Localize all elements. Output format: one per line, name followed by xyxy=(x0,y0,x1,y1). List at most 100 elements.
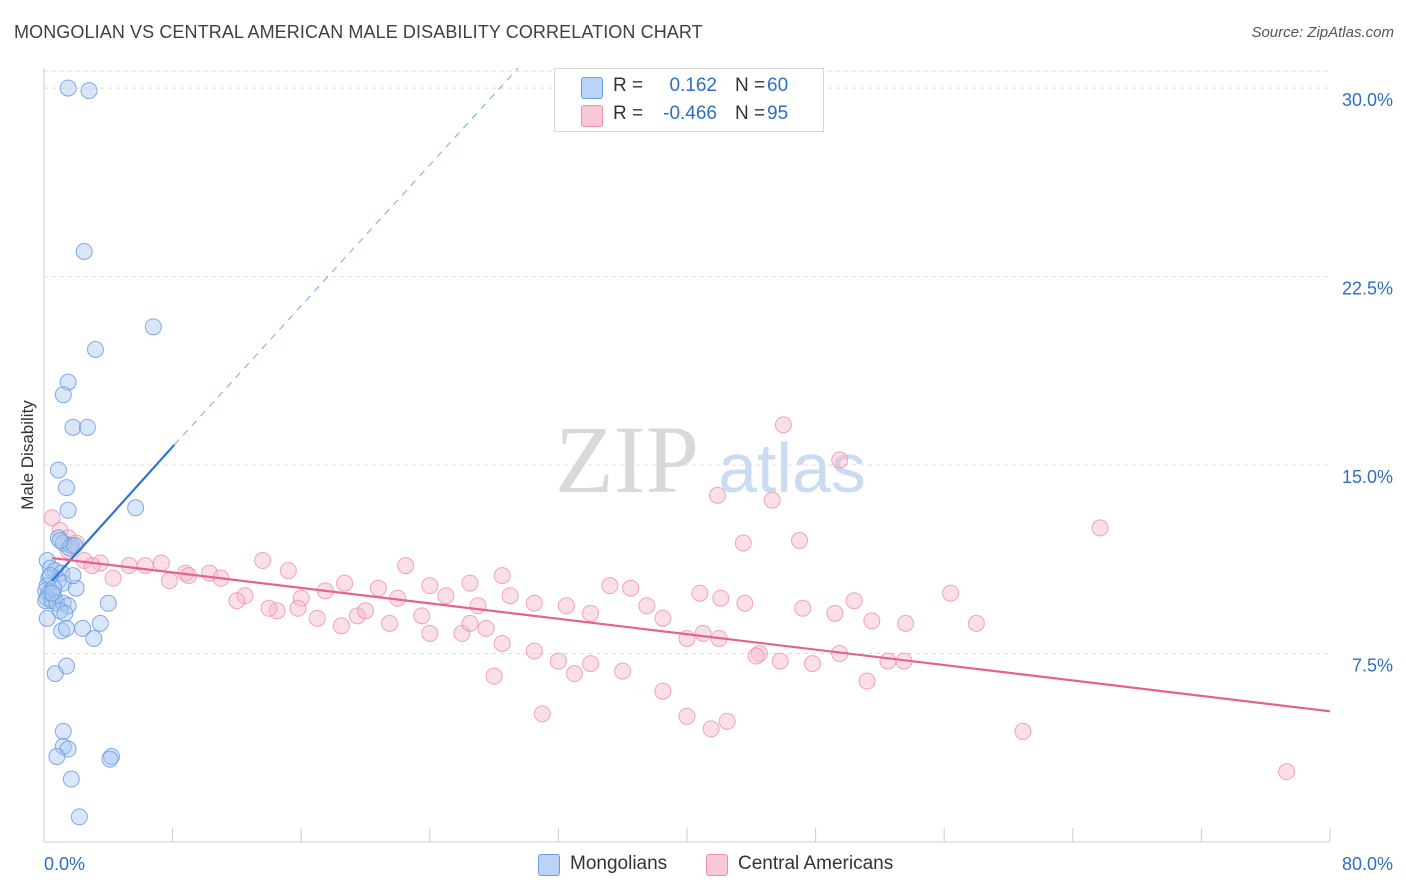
legend-mongolians-label: Mongolians xyxy=(570,853,668,874)
axes xyxy=(43,68,1331,843)
central-american-point xyxy=(845,592,863,610)
central-american-point xyxy=(771,652,789,670)
legend-row-mongolians: R = 0.162 N = 60 xyxy=(555,72,823,100)
central-american-point xyxy=(549,652,567,670)
grid-lines xyxy=(44,70,1330,655)
central-american-point xyxy=(533,705,551,723)
mongolian-point xyxy=(99,594,117,612)
central-american-point xyxy=(694,624,712,642)
mongolian-point xyxy=(103,748,121,766)
n-value: 95 xyxy=(767,103,789,124)
central-american-point xyxy=(654,682,672,700)
mongolian-point xyxy=(144,318,162,336)
mongolian-point xyxy=(64,418,82,436)
mongolians-swatch xyxy=(538,854,560,876)
y-tick-label: 22.5% xyxy=(1342,279,1393,299)
central-american-point xyxy=(831,451,849,469)
central-american-point xyxy=(104,569,122,587)
central-american-point xyxy=(381,614,399,632)
central-american-point xyxy=(826,604,844,622)
mongolian-point xyxy=(59,79,77,97)
mongolian-point xyxy=(64,567,82,585)
mongolian-point xyxy=(38,589,56,607)
central-american-point xyxy=(413,607,431,625)
central-american-point xyxy=(879,652,897,670)
mongolian-point xyxy=(86,340,104,358)
mongolian-point xyxy=(101,750,119,768)
mongolian-point xyxy=(62,770,80,788)
mongolians-trend-extension xyxy=(173,67,519,446)
central-american-point xyxy=(582,604,600,622)
central-american-point xyxy=(557,597,575,615)
r-label: R = xyxy=(613,75,644,96)
central-americans-swatch xyxy=(706,854,728,876)
mongolian-point xyxy=(46,665,64,683)
mongolian-point xyxy=(51,602,69,620)
central-american-point xyxy=(236,587,254,605)
central-american-point xyxy=(308,609,326,627)
central-american-point xyxy=(638,597,656,615)
central-american-point xyxy=(493,634,511,652)
central-americans-trend-line xyxy=(51,556,1331,713)
y-tick-label: 30.0% xyxy=(1342,90,1393,110)
central-american-point xyxy=(691,584,709,602)
trend-lines xyxy=(51,67,1331,713)
mongolian-point xyxy=(54,722,72,740)
central-american-point xyxy=(397,557,415,575)
central-american-point xyxy=(348,607,366,625)
central-american-point xyxy=(897,614,915,632)
legend-central-americans-label: Central Americans xyxy=(738,853,894,874)
mongolians-trend-line xyxy=(51,444,176,582)
central-american-point xyxy=(160,572,178,590)
central-american-point xyxy=(774,416,792,434)
mongolian-point xyxy=(85,629,103,647)
central-american-point xyxy=(736,594,754,612)
central-american-point xyxy=(678,707,696,725)
mongolian-point xyxy=(59,501,77,519)
central-american-point xyxy=(485,667,503,685)
mongolian-point xyxy=(58,479,76,497)
mongolian-point xyxy=(70,808,88,826)
mongolian-point xyxy=(80,82,98,100)
x-tick-label: 0.0% xyxy=(44,854,85,874)
chart-title: MONGOLIAN VS CENTRAL AMERICAN MALE DISAB… xyxy=(14,22,703,42)
mongolian-point xyxy=(53,622,71,640)
central-american-point xyxy=(260,599,278,617)
r-label: R = xyxy=(613,103,644,124)
mongolian-point xyxy=(49,529,67,547)
central-american-point xyxy=(582,655,600,673)
central-american-point xyxy=(336,574,354,592)
mongolian-point xyxy=(54,738,72,756)
central-american-point xyxy=(718,712,736,730)
central-american-point xyxy=(43,509,61,527)
central-americans-swatch xyxy=(581,105,603,127)
central-american-point xyxy=(357,602,374,620)
central-american-point xyxy=(712,589,730,607)
mongolian-point xyxy=(75,242,93,260)
mongolians-swatch xyxy=(581,77,603,99)
central-american-point xyxy=(763,491,781,509)
central-american-point xyxy=(750,645,768,663)
source-label: Source: ZipAtlas.com xyxy=(1251,24,1394,41)
watermark-atlas: atlas xyxy=(718,429,866,507)
central-american-point xyxy=(614,662,632,680)
central-american-point xyxy=(369,579,387,597)
r-value: -0.466 xyxy=(663,103,717,124)
central-american-point xyxy=(461,574,479,592)
x-tick-label: 80.0% xyxy=(1342,854,1393,874)
axis-labels: 7.5% 15.0% 22.5% 30.0% 0.0% 80.0% xyxy=(44,90,1393,874)
n-label: N = xyxy=(735,103,766,124)
mongolian-point xyxy=(38,609,56,627)
central-american-point xyxy=(1278,763,1296,781)
central-american-point xyxy=(967,614,985,632)
central-american-point xyxy=(747,647,765,665)
y-tick-label: 7.5% xyxy=(1352,656,1393,676)
central-american-point xyxy=(254,552,272,570)
central-american-point xyxy=(83,557,101,575)
central-american-point xyxy=(858,672,876,690)
central-american-point xyxy=(332,617,350,635)
central-american-point xyxy=(289,599,307,617)
central-american-point xyxy=(501,587,519,605)
mongolian-point xyxy=(51,531,69,549)
mongolian-point xyxy=(78,418,96,436)
